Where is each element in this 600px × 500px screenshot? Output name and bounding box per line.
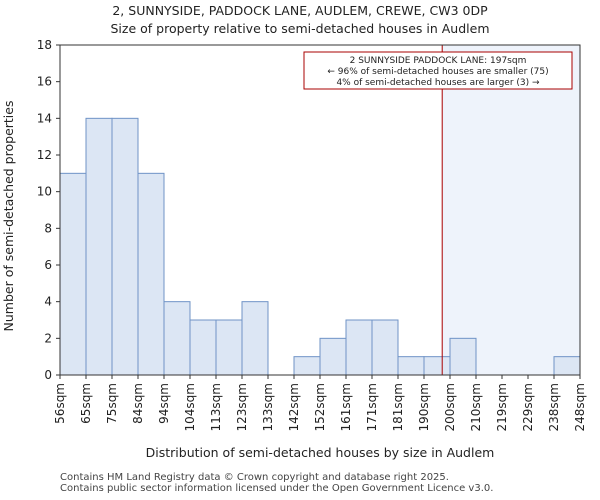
x-tick-label: 142sqm bbox=[287, 383, 301, 431]
y-tick-label: 16 bbox=[37, 75, 52, 89]
x-tick-label: 75sqm bbox=[105, 383, 119, 424]
annotation-line-1: 2 SUNNYSIDE PADDOCK LANE: 197sqm bbox=[350, 56, 527, 66]
x-tick-label: 229sqm bbox=[521, 383, 535, 431]
y-tick-label: 8 bbox=[44, 221, 52, 235]
bar-94sqm bbox=[163, 301, 191, 376]
x-tick-label: 161sqm bbox=[339, 383, 353, 431]
x-tick-label: 238sqm bbox=[547, 383, 561, 431]
footer-copyright: Contains HM Land Registry data © Crown c… bbox=[60, 472, 449, 483]
bar-190sqm bbox=[423, 356, 451, 376]
bar-152sqm bbox=[319, 337, 347, 376]
bar-171sqm bbox=[371, 319, 399, 376]
x-tick-label: 181sqm bbox=[391, 383, 405, 431]
x-tick-label: 219sqm bbox=[495, 383, 509, 431]
bar-84sqm bbox=[137, 172, 165, 376]
x-tick-label: 171sqm bbox=[365, 383, 379, 431]
chart-title: 2, SUNNYSIDE, PADDOCK LANE, AUDLEM, CREW… bbox=[112, 3, 488, 18]
y-tick-label: 14 bbox=[37, 111, 52, 125]
x-tick-label: 56sqm bbox=[53, 383, 67, 424]
x-tick-label: 104sqm bbox=[183, 383, 197, 431]
bar-142sqm bbox=[293, 356, 321, 376]
x-tick-label: 190sqm bbox=[417, 383, 431, 431]
bar-200sqm bbox=[449, 337, 477, 376]
x-tick-label: 248sqm bbox=[573, 383, 587, 431]
annotation-box bbox=[303, 51, 573, 90]
x-tick-label: 65sqm bbox=[79, 383, 93, 424]
chart-subtitle: Size of property relative to semi-detach… bbox=[110, 21, 489, 36]
bar-75sqm bbox=[111, 117, 139, 376]
x-tick-label: 133sqm bbox=[261, 383, 275, 431]
x-tick-label: 200sqm bbox=[443, 383, 457, 431]
bar-161sqm bbox=[345, 319, 373, 376]
y-tick-label: 18 bbox=[37, 38, 52, 52]
y-tick-label: 0 bbox=[44, 368, 52, 382]
x-axis-label: Distribution of semi-detached houses by … bbox=[146, 445, 495, 460]
footer-licence: Contains public sector information licen… bbox=[60, 483, 494, 494]
bar-104sqm bbox=[189, 319, 217, 376]
annotation-line-2: ← 96% of semi-detached houses are smalle… bbox=[327, 67, 548, 77]
y-tick-label: 6 bbox=[44, 258, 52, 272]
y-tick-label: 12 bbox=[37, 148, 52, 162]
y-tick-label: 2 bbox=[44, 331, 52, 345]
annotation-line-3: 4% of semi-detached houses are larger (3… bbox=[336, 78, 540, 88]
bar-65sqm bbox=[85, 117, 113, 376]
histogram-chart: 0 2 4 6 8 10 12 14 16 18 56sqm 65sqm 75sqm 84sqm 94sq… bbox=[1, 3, 587, 460]
bar-181sqm bbox=[397, 356, 425, 376]
bar-56sqm bbox=[59, 172, 87, 376]
y-tick-label: 4 bbox=[44, 295, 52, 309]
y-axis-label: Number of semi-detached properties bbox=[1, 101, 16, 332]
x-tick-label: 152sqm bbox=[313, 383, 327, 431]
x-tick-label: 113sqm bbox=[209, 383, 223, 431]
x-tick-label: 210sqm bbox=[469, 383, 483, 431]
bar-238sqm bbox=[553, 356, 581, 376]
bar-113sqm bbox=[215, 319, 243, 376]
x-tick-label: 94sqm bbox=[157, 383, 171, 424]
highlight-region bbox=[442, 45, 580, 375]
x-tick-label: 84sqm bbox=[131, 383, 145, 424]
x-tick-label: 123sqm bbox=[235, 383, 249, 431]
bar-123sqm bbox=[241, 301, 269, 376]
y-tick-label: 10 bbox=[37, 185, 52, 199]
